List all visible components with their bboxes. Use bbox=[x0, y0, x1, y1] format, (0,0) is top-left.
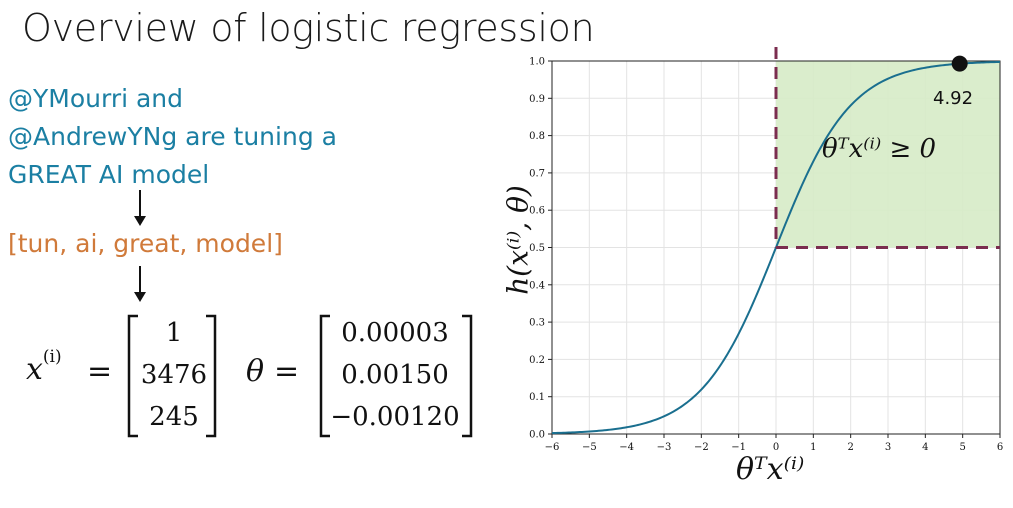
x-tick-label: 0 bbox=[773, 442, 779, 453]
x-vector-entry: 3476 bbox=[140, 360, 208, 390]
y-tick-label: 0.6 bbox=[529, 206, 545, 217]
x-tick-label: −3 bbox=[657, 442, 672, 453]
x-tick-label: −4 bbox=[619, 442, 634, 453]
arrow-down-icon bbox=[134, 266, 146, 302]
theta-vector-entry: −0.00120 bbox=[330, 402, 460, 432]
x-tick-label: −6 bbox=[545, 442, 560, 453]
right-bracket bbox=[462, 314, 473, 438]
right-bracket bbox=[206, 314, 217, 438]
x-tick-label: −2 bbox=[694, 442, 709, 453]
x-tick-label: −1 bbox=[731, 442, 746, 453]
x-tick-label: 3 bbox=[885, 442, 891, 453]
y-tick-label: 0.9 bbox=[529, 94, 545, 105]
y-tick-label: 0.4 bbox=[529, 280, 545, 291]
equals-sign: = bbox=[274, 354, 300, 389]
region-label: θᵀx⁽ⁱ⁾ ≥ 0 bbox=[822, 134, 937, 164]
tweet-text: @YMourri and @AndrewYNg are tuning a GRE… bbox=[8, 80, 337, 194]
x-superscript: (i) bbox=[42, 347, 62, 367]
tweet-line: @YMourri and bbox=[8, 84, 184, 113]
x-tick-label: 5 bbox=[959, 442, 965, 453]
y-tick-label: 0.3 bbox=[529, 318, 545, 329]
x-vector-label: x(i) bbox=[26, 347, 62, 387]
y-tick-label: 0.1 bbox=[529, 392, 545, 403]
y-tick-label: 0.7 bbox=[529, 168, 545, 179]
x-tick-label: −5 bbox=[582, 442, 597, 453]
x-vector-entry: 245 bbox=[149, 402, 199, 432]
x-axis-label: θᵀx⁽ⁱ⁾ bbox=[736, 452, 805, 487]
x-tick-label: 1 bbox=[810, 442, 816, 453]
theta-vector: 0.00003 0.00150 −0.00120 bbox=[328, 312, 462, 438]
theta-symbol: θ bbox=[246, 354, 265, 389]
highlight-region bbox=[776, 61, 1000, 248]
left-bracket bbox=[319, 314, 330, 438]
x-vector: 1 3476 245 bbox=[138, 312, 210, 438]
arrow-down-icon bbox=[134, 190, 146, 226]
y-tick-label: 0.2 bbox=[529, 355, 545, 366]
x-symbol: x bbox=[26, 352, 43, 387]
x-vector-entry: 1 bbox=[165, 318, 183, 348]
tweet-line: GREAT AI model bbox=[8, 160, 210, 189]
y-tick-label: 0.8 bbox=[529, 131, 545, 142]
y-tick-label: 1.0 bbox=[529, 57, 545, 68]
x-tick-label: 4 bbox=[922, 442, 928, 453]
point-label: 4.92 bbox=[933, 88, 974, 109]
theta-vector-entry: 0.00150 bbox=[341, 360, 449, 390]
x-tick-label: 6 bbox=[997, 442, 1003, 453]
left-bracket bbox=[127, 314, 138, 438]
slide-title: Overview of logistic regression bbox=[22, 6, 595, 50]
tweet-line: @AndrewYNg are tuning a bbox=[8, 122, 337, 151]
y-tick-label: 0.0 bbox=[529, 430, 545, 441]
theta-vector-entry: 0.00003 bbox=[341, 318, 449, 348]
x-tick-label: 2 bbox=[847, 442, 853, 453]
equals-sign: = bbox=[87, 354, 113, 389]
token-list: [tun, ai, great, model] bbox=[8, 229, 283, 258]
y-tick-label: 0.5 bbox=[529, 243, 545, 254]
data-point bbox=[951, 55, 968, 72]
y-axis-label: h(x⁽ⁱ⁾, θ) bbox=[501, 185, 535, 295]
